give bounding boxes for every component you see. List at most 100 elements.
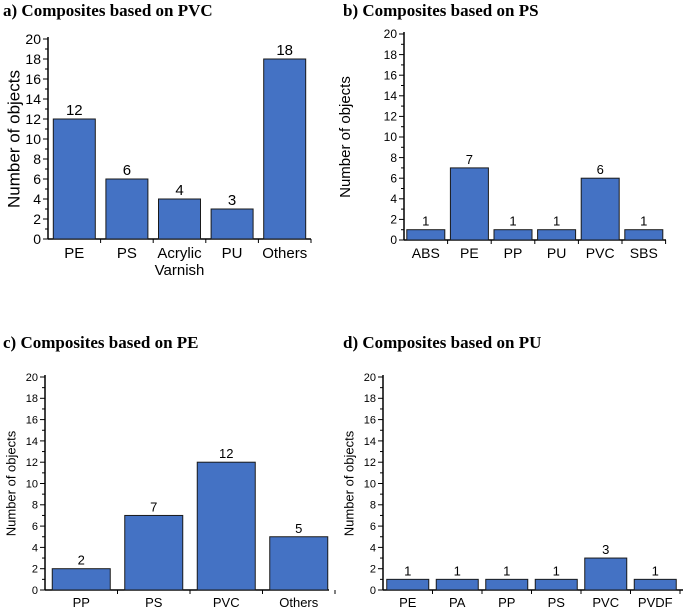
bar-pp — [51, 568, 111, 591]
y-tick-label: 10 — [364, 478, 376, 490]
y-tick-label: 14 — [26, 436, 38, 448]
data-label: 1 — [553, 563, 560, 578]
bar-pvdf — [633, 578, 677, 591]
y-tick-label: 16 — [384, 68, 398, 82]
y-tick-label: 6 — [370, 521, 376, 533]
y-tick-label: 14 — [364, 436, 376, 448]
y-tick-label: 4 — [32, 542, 38, 554]
data-label: 2 — [78, 553, 85, 568]
y-axis-label: Number of objects — [341, 430, 356, 536]
y-tick-label: 2 — [390, 213, 397, 227]
bar-others — [269, 536, 329, 591]
x-tick-label: PP — [498, 595, 515, 609]
bar-ps — [124, 514, 184, 591]
x-tick-label: ABS — [412, 245, 440, 261]
y-tick-label: 14 — [25, 91, 41, 107]
x-tick-label: PS — [145, 595, 163, 609]
y-tick-label: 6 — [390, 171, 397, 185]
y-tick-label: 14 — [384, 89, 398, 103]
y-tick-label: 2 — [370, 564, 376, 576]
data-label: 12 — [66, 102, 83, 119]
y-tick-label: 10 — [26, 478, 38, 490]
data-label: 7 — [466, 152, 473, 167]
data-label: 1 — [503, 563, 510, 578]
bar-others — [263, 58, 307, 240]
x-tick-label: Others — [262, 245, 307, 262]
y-axis-label: Number of objects — [337, 76, 354, 198]
data-label: 6 — [123, 162, 131, 179]
x-tick-label: PS — [548, 595, 566, 609]
data-label: 1 — [640, 214, 647, 229]
y-tick-label: 8 — [390, 151, 397, 165]
data-label: 4 — [175, 182, 183, 199]
x-tick-label: PS — [117, 245, 137, 262]
bar-pe — [52, 118, 96, 240]
y-tick-label: 0 — [370, 585, 376, 597]
x-tick-label: SBS — [630, 245, 658, 261]
chart-title: d) Composites based on PU — [343, 333, 541, 352]
x-tick-label-line: Acrylic — [157, 245, 202, 262]
x-tick-label: PP — [504, 245, 523, 261]
y-tick-label: 12 — [364, 457, 376, 469]
y-tick-label: 8 — [32, 500, 38, 512]
x-tick-label: PU — [222, 245, 243, 262]
chart-title: c) Composites based on PE — [3, 333, 199, 352]
data-label: 18 — [276, 42, 293, 59]
data-label: 3 — [228, 192, 236, 209]
data-label: 1 — [652, 563, 659, 578]
chart-panel-4: d) Composites based on PU 0 2 4 6 8 10 12 14 16 18… — [341, 333, 683, 609]
y-tick-label: 16 — [26, 414, 38, 426]
data-label: 1 — [553, 214, 560, 229]
y-tick-label: 4 — [370, 542, 376, 554]
data-label: 12 — [219, 446, 233, 461]
y-tick-label: 4 — [33, 191, 41, 207]
x-tick-label: Acrylic Varnish — [155, 245, 205, 279]
bar-acrylic-varnish — [158, 198, 201, 240]
bar-pu — [537, 229, 577, 241]
chart-panel-3: c) Composites based on PE 0 2 4 6 8 10 12 14 16 18… — [3, 333, 336, 609]
bar-pp — [485, 578, 529, 591]
y-tick-label: 18 — [384, 48, 398, 62]
y-tick-label: 18 — [364, 393, 376, 405]
x-tick-label: PVDF — [638, 595, 673, 609]
y-tick-label: 10 — [25, 131, 41, 147]
y-tick-label: 18 — [26, 393, 38, 405]
y-tick-label: 2 — [33, 211, 41, 227]
x-tick-label: PVC — [586, 245, 615, 261]
y-tick-label: 2 — [32, 564, 38, 576]
chart-title: b) Composites based on PS — [343, 1, 539, 20]
bar-pa — [435, 578, 479, 591]
y-tick-label: 20 — [364, 372, 376, 384]
y-tick-label: 6 — [32, 521, 38, 533]
x-tick-label: PA — [449, 595, 466, 609]
y-axis-label: Number of objects — [3, 430, 18, 536]
chart-title: a) Composites based on PVC — [3, 1, 213, 20]
bar-pp — [493, 229, 533, 241]
data-label: 1 — [404, 563, 411, 578]
x-tick-label: PE — [64, 245, 84, 262]
y-tick-label: 0 — [33, 231, 41, 247]
y-tick-label: 20 — [384, 27, 398, 41]
bar-abs — [406, 229, 446, 241]
y-tick-label: 0 — [390, 233, 397, 247]
y-tick-label: 6 — [33, 171, 41, 187]
chart-panel-2: b) Composites based on PS024681012141618… — [337, 1, 667, 261]
y-tick-label: 12 — [26, 457, 38, 469]
data-label: 1 — [454, 563, 461, 578]
x-tick-label: PE — [399, 595, 417, 609]
data-label: 1 — [422, 214, 429, 229]
x-tick-label: PVC — [592, 595, 619, 609]
y-tick-label: 20 — [25, 31, 41, 47]
y-tick-label: 12 — [25, 111, 41, 127]
bar-pu — [210, 208, 254, 240]
x-tick-label: PE — [460, 245, 479, 261]
bar-pe — [449, 167, 489, 241]
bar-pe — [386, 578, 430, 591]
bar-pvc — [584, 557, 628, 591]
bar-ps — [534, 578, 578, 591]
bar-pvc — [196, 461, 256, 591]
y-axis-label: Number of objects — [4, 70, 23, 208]
data-label: 7 — [150, 499, 157, 514]
bar-sbs — [624, 229, 664, 241]
